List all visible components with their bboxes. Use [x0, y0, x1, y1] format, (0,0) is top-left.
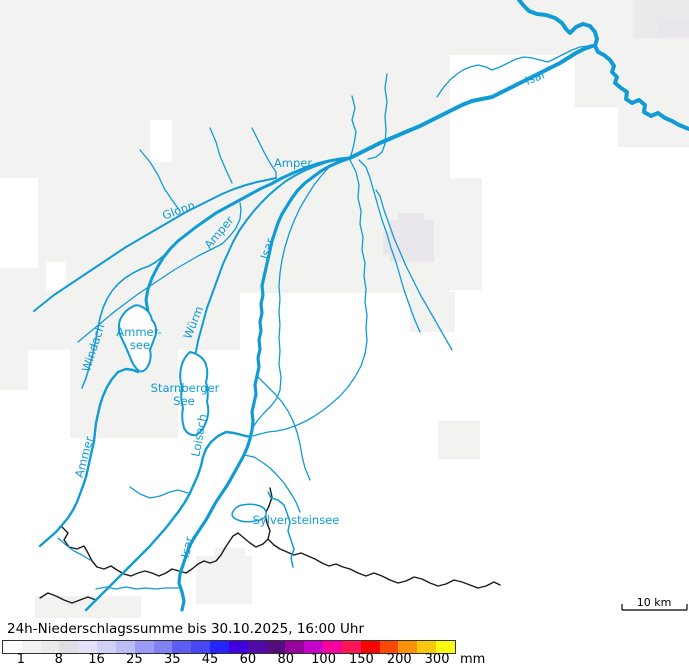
legend-color-cell — [59, 641, 79, 653]
legend-color-cell — [323, 641, 342, 653]
legend-color-cell — [40, 641, 60, 653]
legend-tick: 45 — [201, 652, 219, 667]
legend-color-cell — [360, 641, 380, 653]
lake-label-ammersee-1: Ammer- — [116, 325, 162, 339]
lake-starnberger-see — [180, 352, 208, 435]
river-sw-stub — [58, 538, 90, 560]
river-ammer — [40, 369, 138, 546]
legend-color-cell — [398, 641, 418, 653]
river-trib-upper-3 — [252, 128, 276, 178]
legend-color-cell — [285, 641, 305, 653]
legend-color-cell — [78, 641, 98, 653]
river-network — [34, 0, 689, 610]
river-channel-west — [253, 166, 330, 427]
legend-color-cell — [153, 641, 173, 653]
legend-tick: 300 — [424, 652, 450, 667]
legend-color-cell — [379, 641, 399, 653]
river-sylvenstein-inflow — [268, 492, 294, 567]
river-isar-side-channel — [437, 46, 588, 97]
legend-color-cell — [436, 641, 455, 653]
river-amper — [146, 158, 350, 312]
legend-tick: 80 — [277, 652, 295, 667]
boundary-lines — [40, 488, 500, 603]
river-isar-munich — [186, 158, 350, 556]
legend-tick: 8 — [54, 652, 63, 667]
legend-tick: 200 — [386, 652, 412, 667]
river-trib-north-1 — [350, 96, 356, 158]
river-maisach — [78, 203, 241, 342]
river-label-isar-south: Isar — [178, 535, 196, 559]
legend-color-cell — [417, 641, 437, 653]
legend-tick: 150 — [349, 652, 374, 667]
river-trib-upper-1 — [140, 150, 180, 211]
boundary-south — [238, 488, 272, 547]
lake-ammersee — [119, 305, 156, 371]
lake-label-starnberger-2: See — [173, 394, 194, 408]
river-bottom-stream-2 — [130, 487, 188, 498]
river-trib-se-1 — [257, 376, 310, 480]
legend-tick: 60 — [239, 652, 257, 667]
river-trib-east-1 — [359, 160, 420, 332]
boundary-corner — [40, 593, 96, 603]
lake-label-ammersee-2: see — [130, 338, 150, 352]
boundary-southwest — [62, 527, 238, 576]
river-isar-south — [179, 556, 186, 610]
river-label-isar-munich: Isar — [257, 236, 277, 261]
river-loisach — [86, 432, 250, 610]
lake-label-starnberger-1: Starnberger — [151, 381, 220, 395]
river-label-amper-1: Amper — [274, 156, 312, 170]
legend-color-cell — [97, 641, 116, 653]
legend-colorbar — [2, 640, 456, 654]
river-label-ammer: Ammer — [72, 435, 96, 480]
legend-color-cell — [247, 641, 267, 653]
river-isar-upper — [519, 0, 689, 129]
legend-tick: 16 — [88, 652, 105, 667]
legend-tick: 1 — [16, 652, 26, 667]
legend-color-cell — [228, 641, 248, 653]
map-canvas: Isar Amper Glonn Amper Isar Windach Amme… — [0, 0, 689, 618]
legend-color-cell — [266, 641, 286, 653]
river-trib-north-2 — [368, 74, 387, 159]
lake-label-sylvensteinsee: Sylvensteinsee — [253, 513, 340, 527]
legend-color-cell — [191, 641, 211, 653]
river-trib-east-2 — [376, 190, 452, 350]
river-windach — [82, 249, 170, 388]
scale-bar: 10 km — [622, 596, 687, 610]
river-glonn — [34, 178, 276, 311]
legend-color-cell — [21, 641, 41, 653]
lake-sylvensteinsee — [232, 504, 266, 522]
river-channel-east — [253, 160, 367, 436]
river-bottom-stream-1 — [96, 587, 179, 589]
legend-color-cell — [304, 641, 324, 653]
map-labels: Isar Amper Glonn Amper Isar Windach Amme… — [72, 67, 548, 559]
legend-tick-row: 1 8 16 25 35 45 60 80 100 150 200 300 — [2, 652, 456, 669]
legend-color-cell — [341, 641, 361, 653]
legend-tick: 25 — [126, 652, 143, 667]
precip-overlay — [0, 0, 689, 618]
legend-title: 24h-Niederschlagssumme bis 30.10.2025, 1… — [7, 621, 365, 637]
legend-tick: 35 — [163, 652, 181, 667]
legend-unit: mm — [460, 652, 486, 667]
legend-color-cell — [134, 641, 154, 653]
scale-bar-label: 10 km — [637, 596, 672, 609]
legend-tick: 100 — [311, 652, 336, 667]
legend-color-cell — [3, 641, 22, 653]
legend-color-cell — [172, 641, 192, 653]
river-wuerm — [196, 158, 348, 352]
river-trib-upper-2 — [210, 128, 232, 183]
legend-color-cell — [210, 641, 229, 653]
river-isar-trunk — [350, 46, 592, 158]
river-trib-se-2 — [244, 455, 300, 512]
legend-color-cell — [115, 641, 135, 653]
boundary-southeast — [268, 539, 500, 588]
